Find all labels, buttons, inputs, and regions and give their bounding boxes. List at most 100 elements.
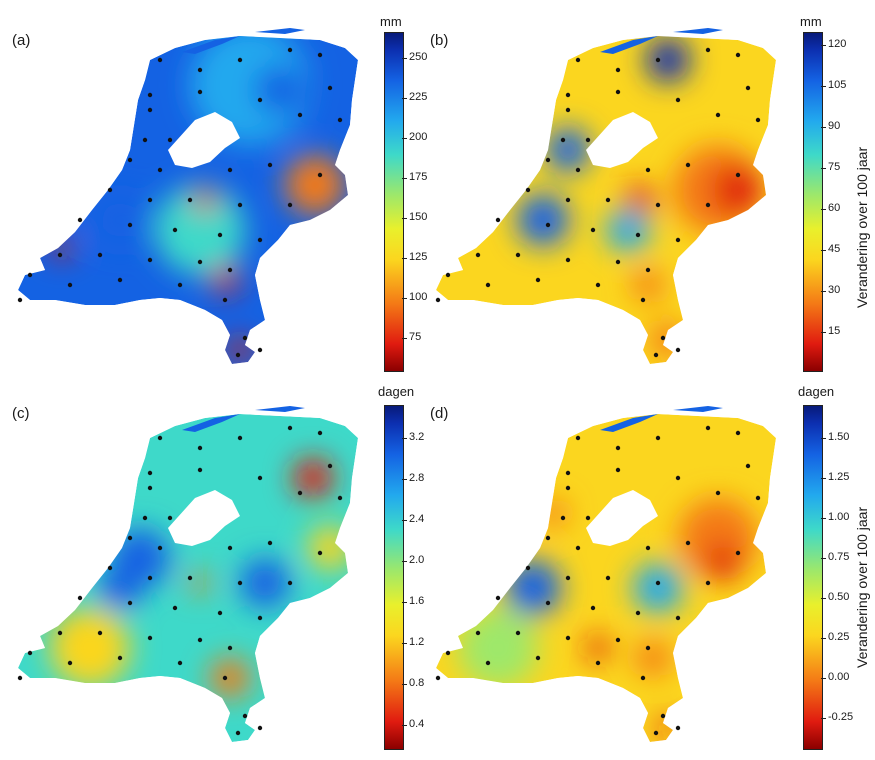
- station-dot: [445, 272, 451, 278]
- colorbar: [384, 32, 404, 372]
- station-dot: [605, 575, 611, 581]
- station-dot: [545, 535, 551, 541]
- colorbar-tick-label: 0.25: [828, 631, 850, 643]
- colorbar-tick-label: 1.50: [828, 431, 850, 443]
- station-dot: [535, 277, 541, 283]
- station-dot: [147, 470, 153, 476]
- field-blob: [658, 718, 678, 738]
- station-dot: [235, 352, 241, 358]
- colorbar-tick-mark: [402, 58, 407, 59]
- station-dot: [735, 172, 741, 178]
- field-blob: [211, 266, 239, 294]
- station-dot: [227, 267, 233, 273]
- station-dot: [67, 660, 73, 666]
- field-blob: [705, 545, 741, 581]
- colorbar-tick-mark: [821, 718, 826, 719]
- station-dot: [287, 425, 293, 431]
- station-dot: [67, 282, 73, 288]
- station-dot: [172, 227, 178, 233]
- colorbar-axis-label: Verandering over 100 jaar: [854, 506, 870, 668]
- station-dot: [257, 475, 263, 481]
- station-dot: [475, 252, 481, 258]
- colorbar-tick-mark: [821, 291, 826, 292]
- colorbar-unit: dagen: [378, 384, 415, 399]
- station-dot: [755, 117, 761, 123]
- station-dot: [653, 352, 659, 358]
- colorbar-tick-label: 2.0: [409, 554, 425, 566]
- station-dot: [157, 57, 163, 63]
- ijsselmeer: [586, 490, 658, 546]
- colorbar-tick-label: 60: [828, 202, 841, 214]
- field-blob: [228, 338, 252, 362]
- station-dot: [675, 97, 681, 103]
- station-dot: [147, 107, 153, 113]
- colorbar-tick-label: 120: [828, 38, 847, 50]
- station-dot: [545, 157, 551, 163]
- colorbar-tick-mark: [402, 684, 407, 685]
- station-dot: [565, 470, 571, 476]
- station-dot: [735, 52, 741, 58]
- station-dot: [705, 202, 711, 208]
- station-dot: [565, 257, 571, 263]
- colorbar-tick-mark: [402, 138, 407, 139]
- station-dot: [172, 605, 178, 611]
- colorbar-tick-mark: [821, 438, 826, 439]
- station-dot: [575, 545, 581, 551]
- field-blob: [210, 658, 250, 698]
- station-dot: [495, 595, 501, 601]
- station-dot: [565, 107, 571, 113]
- field-blob: [539, 499, 567, 527]
- station-dot: [640, 297, 646, 303]
- station-dot: [217, 232, 223, 238]
- panel-label: (a): [12, 32, 31, 49]
- station-dot: [495, 217, 501, 223]
- station-dot: [705, 425, 711, 431]
- station-dot: [560, 137, 566, 143]
- station-dot: [745, 85, 751, 91]
- station-dot: [645, 545, 651, 551]
- station-dot: [57, 630, 63, 636]
- colorbar-tick-label: 1.2: [409, 636, 425, 648]
- station-dot: [147, 635, 153, 641]
- colorbar: [803, 405, 823, 750]
- station-dot: [615, 89, 621, 95]
- station-dot: [655, 435, 661, 441]
- station-dot: [227, 167, 233, 173]
- colorbar-tick-label: 90: [828, 120, 841, 132]
- station-dot: [222, 297, 228, 303]
- station-dot: [525, 565, 531, 571]
- station-dot: [147, 257, 153, 263]
- colorbar-tick-label: 0.75: [828, 551, 850, 563]
- map-netherlands: [435, 406, 776, 742]
- map-netherlands: [17, 28, 358, 364]
- station-dot: [675, 615, 681, 621]
- station-dot: [107, 187, 113, 193]
- station-dot: [187, 197, 193, 203]
- station-dot: [197, 467, 203, 473]
- station-dot: [715, 490, 721, 496]
- station-dot: [615, 445, 621, 451]
- colorbar-tick-label: 0.50: [828, 591, 850, 603]
- station-dot: [635, 232, 641, 238]
- station-dot: [485, 282, 491, 288]
- colorbar-tick-label: 0.4: [409, 718, 425, 730]
- station-dot: [237, 435, 243, 441]
- ijsselmeer: [168, 490, 240, 546]
- station-dot: [77, 595, 83, 601]
- station-dot: [595, 660, 601, 666]
- station-dot: [27, 272, 33, 278]
- field-blob: [517, 194, 569, 246]
- colorbar-tick-label: 45: [828, 243, 841, 255]
- colorbar-tick-label: -0.25: [828, 711, 854, 723]
- station-dot: [525, 187, 531, 193]
- station-dot: [142, 137, 148, 143]
- station-dot: [653, 730, 659, 736]
- station-dot: [77, 217, 83, 223]
- station-dot: [267, 540, 273, 546]
- station-dot: [655, 57, 661, 63]
- colorbar-tick-mark: [402, 178, 407, 179]
- colorbar-tick-mark: [821, 332, 826, 333]
- colorbar-tick-mark: [402, 602, 407, 603]
- station-dot: [575, 57, 581, 63]
- station-dot: [545, 222, 551, 228]
